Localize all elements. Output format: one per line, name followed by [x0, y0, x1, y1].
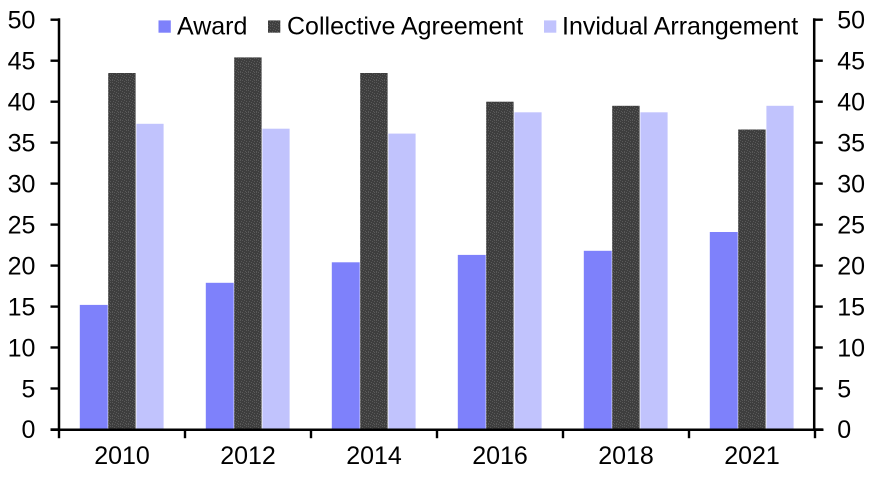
svg-text:50: 50: [8, 6, 36, 34]
svg-text:Collective Agreement: Collective Agreement: [287, 12, 523, 40]
svg-text:5: 5: [21, 375, 35, 403]
svg-text:0: 0: [837, 416, 851, 444]
svg-text:20: 20: [8, 252, 36, 280]
svg-text:30: 30: [837, 170, 865, 198]
svg-text:2012: 2012: [220, 442, 276, 470]
svg-text:2010: 2010: [94, 442, 150, 470]
svg-text:Invidual Arrangement: Invidual Arrangement: [562, 12, 798, 40]
svg-text:15: 15: [8, 293, 36, 321]
svg-text:50: 50: [837, 6, 865, 34]
svg-text:0: 0: [21, 416, 35, 444]
svg-text:35: 35: [8, 129, 36, 157]
svg-text:2014: 2014: [346, 442, 402, 470]
svg-text:20: 20: [837, 252, 865, 280]
svg-text:10: 10: [837, 334, 865, 362]
svg-text:25: 25: [837, 211, 865, 239]
svg-text:45: 45: [8, 47, 36, 75]
svg-text:40: 40: [8, 88, 36, 116]
svg-text:15: 15: [837, 293, 865, 321]
svg-text:30: 30: [8, 170, 36, 198]
svg-text:35: 35: [837, 129, 865, 157]
svg-text:40: 40: [837, 88, 865, 116]
svg-text:2021: 2021: [724, 442, 780, 470]
svg-text:5: 5: [837, 375, 851, 403]
svg-text:2016: 2016: [472, 442, 528, 470]
svg-text:25: 25: [8, 211, 36, 239]
svg-text:Award: Award: [177, 12, 247, 40]
svg-text:2018: 2018: [598, 442, 654, 470]
svg-text:10: 10: [8, 334, 36, 362]
svg-text:45: 45: [837, 47, 865, 75]
